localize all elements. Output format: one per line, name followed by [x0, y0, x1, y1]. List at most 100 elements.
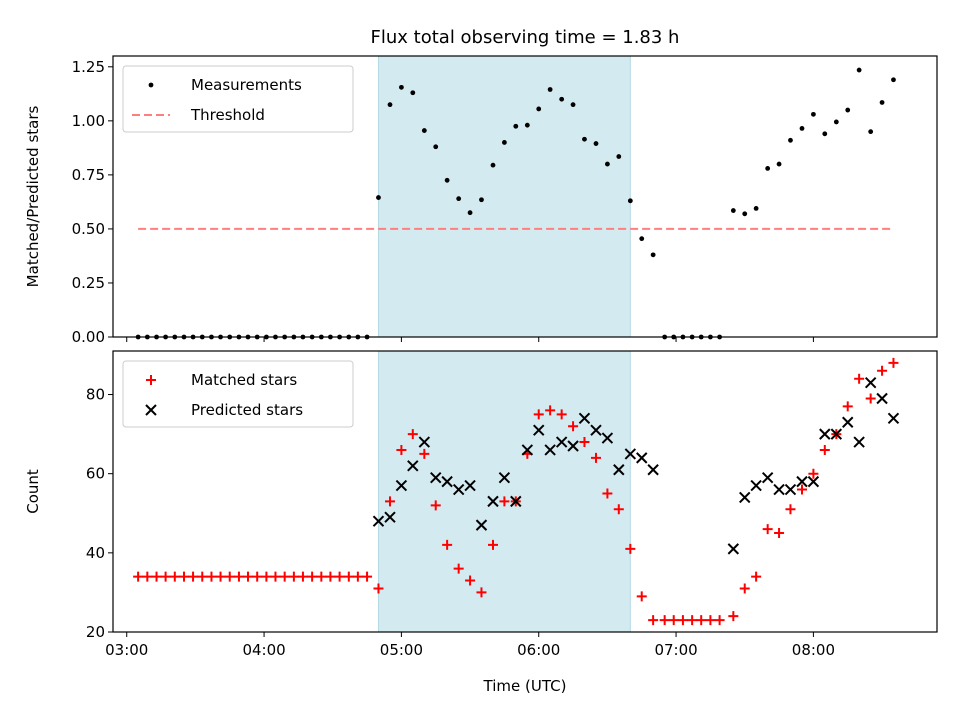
- x-tick-label: 07:00: [654, 641, 697, 659]
- data-point: [879, 100, 885, 105]
- y-tick-label: 60: [86, 465, 105, 483]
- data-point: [524, 122, 530, 128]
- series-predicted-stars: [372, 376, 900, 555]
- data-point: [544, 444, 556, 456]
- data-point: [854, 373, 865, 384]
- data-point: [668, 615, 679, 626]
- data-point: [510, 495, 522, 508]
- data-point: [252, 571, 263, 582]
- y-tick-label: 0.50: [72, 220, 105, 238]
- axes-frame-top: [112, 55, 938, 338]
- legend-label: Threshold: [190, 106, 265, 124]
- legend-label: Predicted stars: [191, 401, 303, 419]
- series-measurements: [135, 67, 896, 340]
- data-point: [160, 571, 171, 582]
- data-point: [742, 211, 748, 217]
- data-point: [288, 571, 299, 582]
- y-tick-label: 0.00: [72, 328, 105, 346]
- legend-swatch: [145, 404, 157, 416]
- data-point: [233, 571, 244, 582]
- data-point: [876, 392, 888, 405]
- axes-frame-bottom: [112, 350, 938, 633]
- data-point: [396, 444, 407, 455]
- data-point: [591, 452, 602, 463]
- data-point: [419, 448, 430, 459]
- data-point: [750, 479, 762, 492]
- data-point: [776, 161, 782, 167]
- data-point: [868, 129, 874, 135]
- data-point: [533, 409, 544, 420]
- data-point: [833, 119, 839, 125]
- data-point: [613, 504, 624, 515]
- y-tick-label: 20: [86, 623, 105, 641]
- data-point: [536, 106, 542, 112]
- data-point: [418, 436, 431, 448]
- data-point: [533, 424, 545, 436]
- data-point: [475, 519, 488, 531]
- data-point: [753, 205, 759, 211]
- data-point: [705, 615, 716, 626]
- data-point: [762, 524, 773, 535]
- y-tick-label: 0.75: [72, 166, 105, 184]
- data-point: [372, 515, 385, 527]
- data-point: [151, 571, 162, 582]
- legend-label: Measurements: [191, 76, 302, 94]
- data-point: [730, 208, 736, 213]
- panel-count: 20 40 60 80 03:00 04:00 05:00 06:00 07:00 08:00 C…: [24, 350, 938, 659]
- data-point: [179, 571, 190, 582]
- data-point: [547, 87, 553, 92]
- data-point: [421, 128, 427, 133]
- data-point: [441, 475, 453, 488]
- data-point: [488, 539, 499, 550]
- data-point: [865, 393, 876, 404]
- data-point: [142, 571, 153, 582]
- data-point: [887, 412, 900, 424]
- x-tick-label: 06:00: [517, 641, 560, 659]
- shaded-interval-top: [378, 56, 631, 337]
- x-tick-label: 03:00: [105, 641, 148, 659]
- data-point: [819, 428, 831, 440]
- data-point: [385, 496, 396, 507]
- legend-bottom: Matched stars Predicted stars: [122, 360, 354, 428]
- data-point: [334, 571, 345, 582]
- legend-swatch: [146, 375, 156, 385]
- y-tick-label: 1.25: [72, 58, 105, 76]
- data-point: [590, 424, 602, 436]
- data-point: [261, 571, 272, 582]
- data-point: [624, 448, 637, 460]
- legend-label: Matched stars: [191, 371, 297, 389]
- data-point: [570, 102, 576, 108]
- data-point: [559, 96, 565, 102]
- data-point: [853, 436, 865, 448]
- data-point: [399, 84, 404, 90]
- panel-ratio: 0.00 0.25 0.50 0.75 1.00 1.25 Matched/Predict…: [24, 55, 938, 346]
- data-point: [728, 611, 739, 622]
- data-point: [133, 571, 144, 582]
- data-point: [407, 429, 418, 440]
- data-point: [430, 500, 441, 511]
- chart-title: Flux total observing time = 1.83 h: [371, 27, 680, 48]
- data-point: [696, 615, 707, 626]
- data-point: [430, 471, 442, 484]
- data-point: [513, 123, 519, 129]
- data-point: [479, 197, 484, 203]
- data-point: [556, 409, 567, 420]
- data-point: [442, 539, 453, 550]
- data-point: [188, 571, 199, 582]
- data-point: [545, 405, 556, 416]
- data-point: [453, 563, 464, 574]
- data-point: [739, 491, 751, 504]
- data-point: [487, 495, 499, 508]
- data-point: [555, 436, 568, 448]
- data-point: [830, 428, 843, 440]
- data-point: [785, 504, 796, 515]
- data-point: [650, 252, 656, 258]
- y-tick-label: 40: [86, 544, 105, 562]
- data-point: [464, 479, 476, 492]
- data-point: [384, 511, 396, 523]
- y-tick-label: 80: [86, 386, 105, 404]
- data-point: [605, 161, 610, 167]
- data-point: [215, 571, 226, 582]
- data-point: [373, 583, 384, 594]
- data-point: [627, 198, 633, 204]
